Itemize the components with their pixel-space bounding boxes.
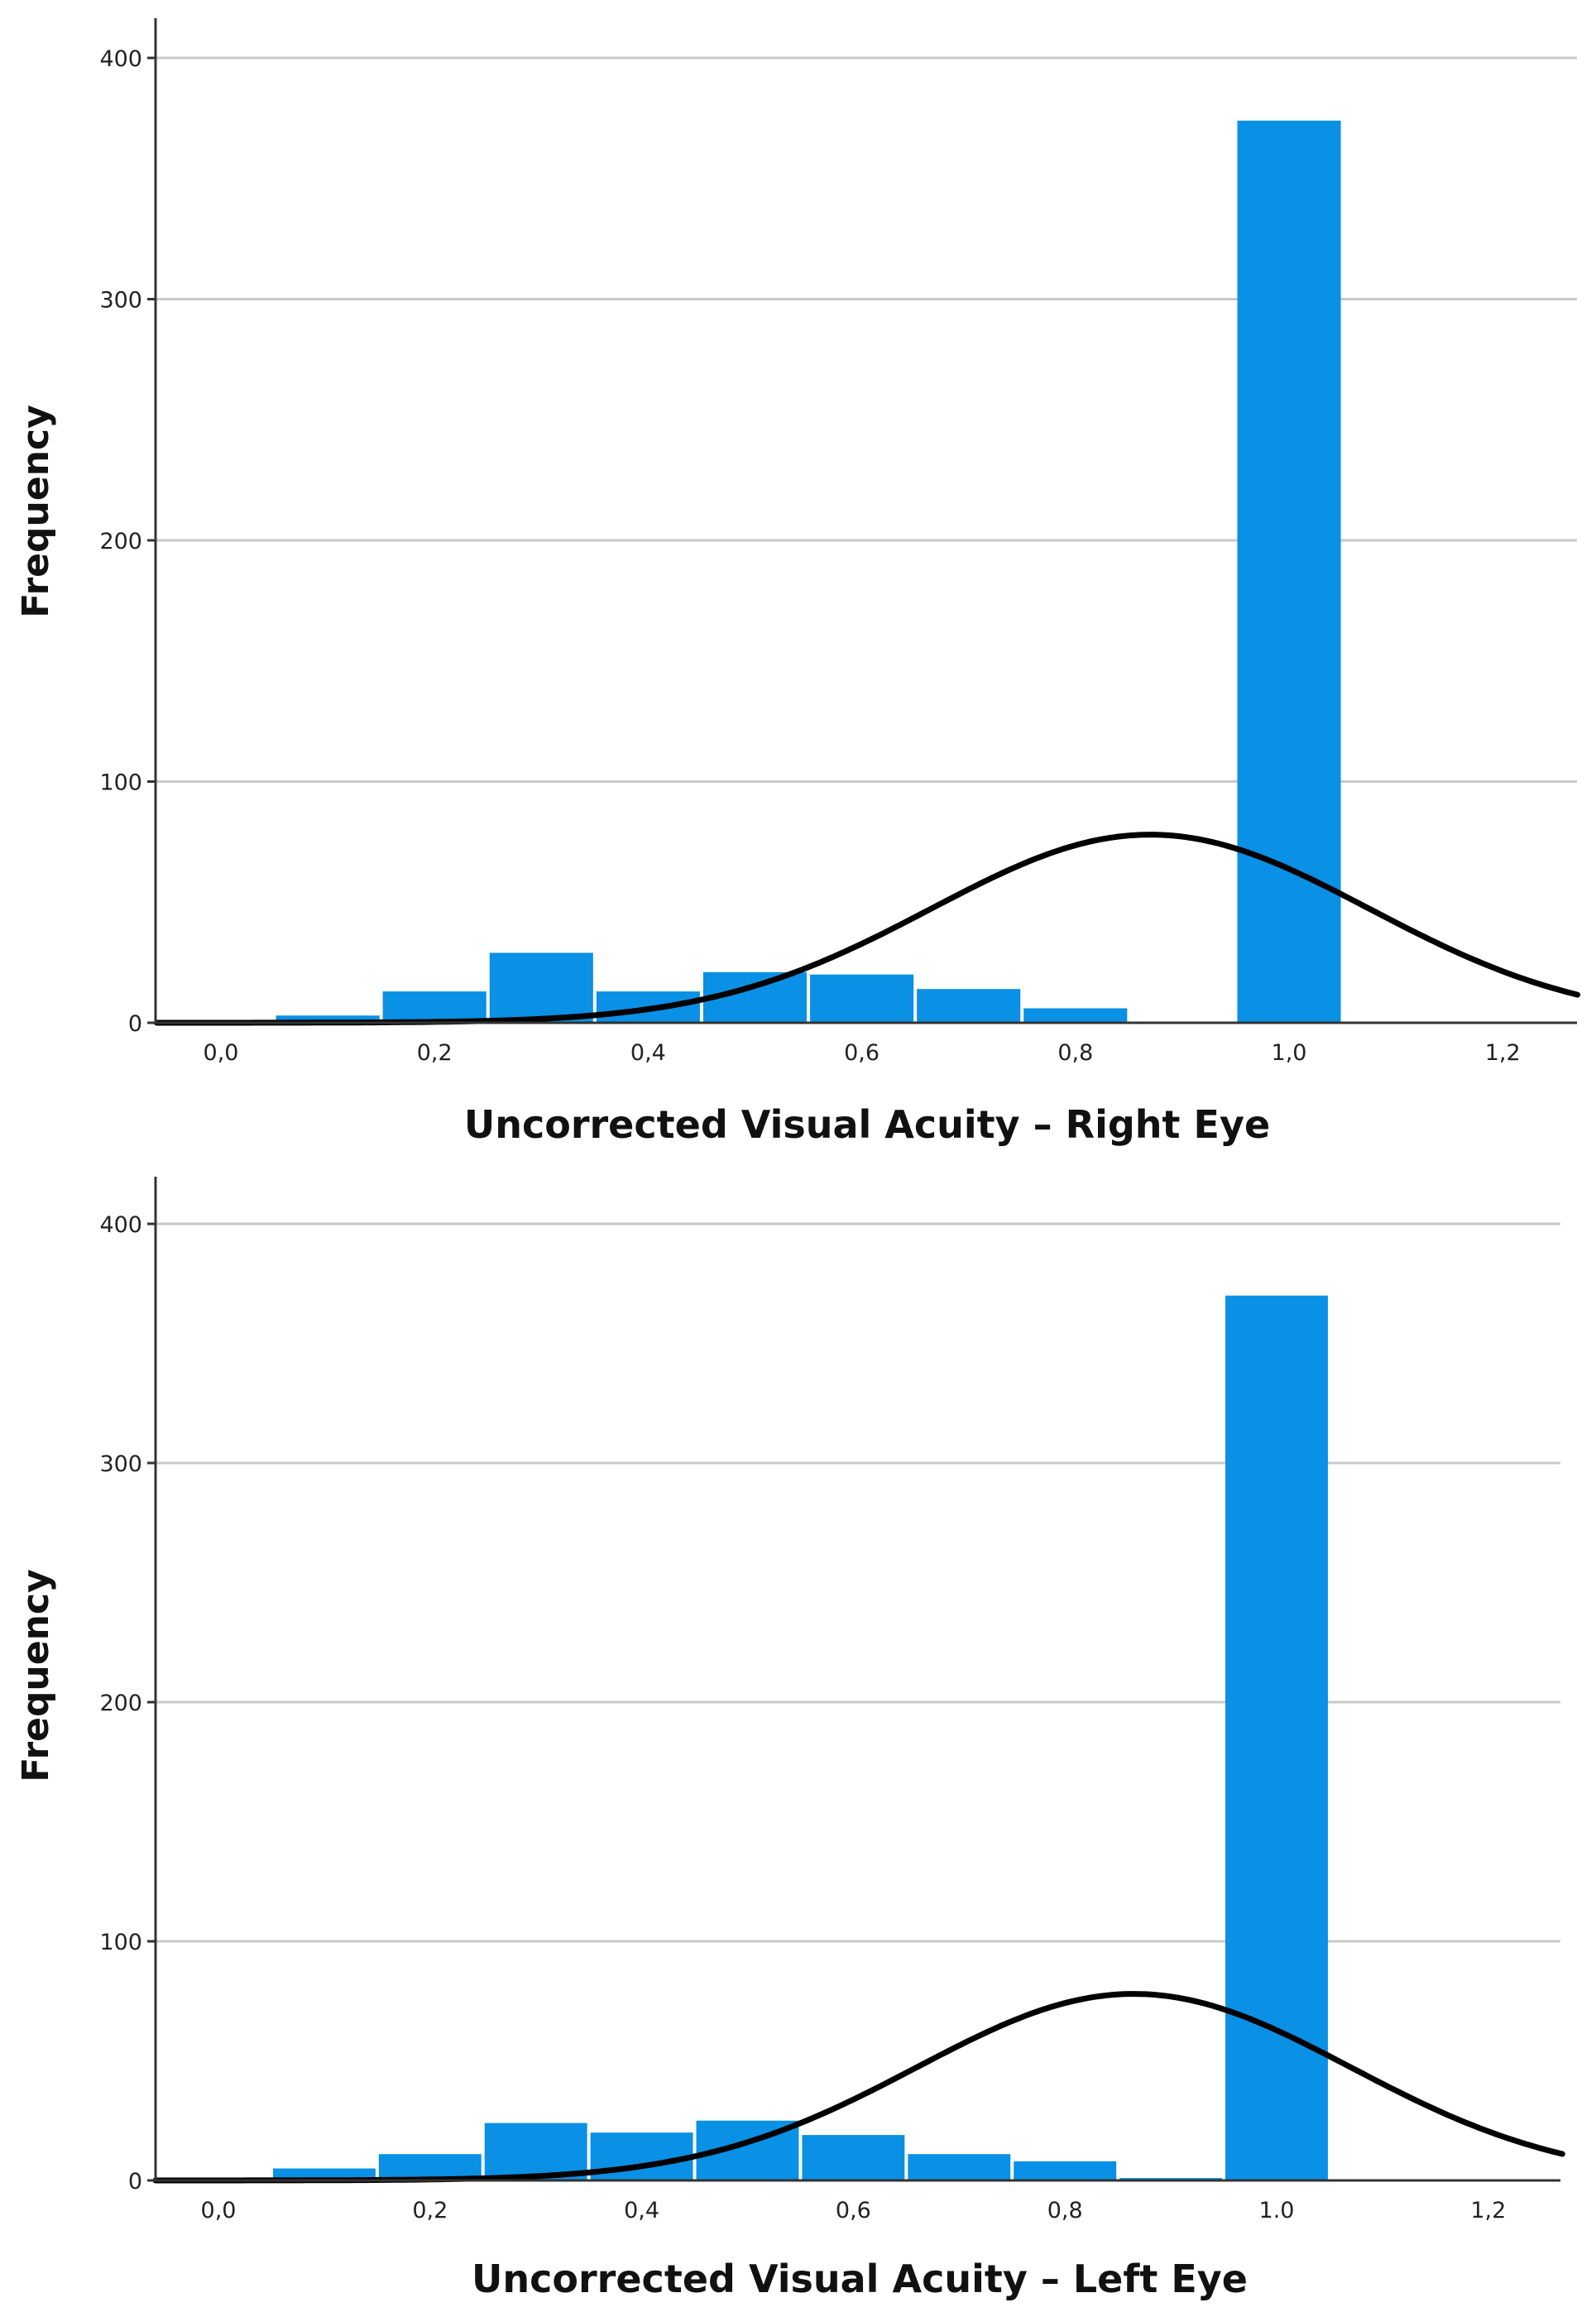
x-tick-label-0.6: 0,6 xyxy=(836,2198,871,2223)
y-tick-label-200: 200 xyxy=(99,529,142,554)
x-tick-label-1.2: 1,2 xyxy=(1485,1040,1521,1066)
x-tick-label-0.4: 0,4 xyxy=(624,2198,659,2223)
x-tick-label-1.2: 1,2 xyxy=(1470,2198,1506,2223)
bar-0.1 xyxy=(276,1015,380,1023)
bar-0.7 xyxy=(917,989,1021,1023)
grid-lines-left-eye xyxy=(156,1222,1560,1943)
histogram-right-eye: 0 100 200 300 400 0,0 0,2 0,4 0,6 0,8 1,0 1,2 Unco… xyxy=(15,18,1581,1147)
x-tick-label-0.8: 0,8 xyxy=(1047,2198,1083,2223)
y-tick-label-400: 400 xyxy=(99,1212,142,1238)
bar-0.8 xyxy=(1014,2161,1117,2180)
x-axis-title-left-eye: Uncorrected Visual Acuity – Left Eye xyxy=(472,2257,1248,2301)
histogram-left-eye: 0 100 200 300 400 0,0 0,2 0,4 0,6 0,8 1.0 1,2 Unco… xyxy=(15,1177,1565,2301)
y-tick-label-300: 300 xyxy=(99,1451,142,1477)
y-tick-label-400: 400 xyxy=(99,46,142,72)
x-tick-label-0.6: 0,6 xyxy=(844,1040,879,1066)
axes-right-eye xyxy=(147,18,1577,1024)
bar-0.6 xyxy=(810,974,914,1023)
bar-0.3 xyxy=(489,952,593,1023)
x-tick-label-0.4: 0,4 xyxy=(630,1040,666,1066)
y-tick-label-100: 100 xyxy=(99,770,142,796)
bars-right-eye xyxy=(276,120,1341,1023)
x-tick-labels-left-eye: 0,0 0,2 0,4 0,6 0,8 1.0 1,2 xyxy=(201,2198,1507,2223)
grid-lines-right-eye xyxy=(156,56,1577,783)
y-axis-title-left-eye: Frequency xyxy=(15,1569,57,1782)
x-tick-label-0.8: 0,8 xyxy=(1057,1040,1093,1066)
y-tick-label-100: 100 xyxy=(99,1930,142,1955)
x-tick-label-1.0: 1,0 xyxy=(1272,1040,1307,1066)
y-tick-label-0: 0 xyxy=(128,1011,142,1037)
bars-left-eye xyxy=(272,1295,1328,2180)
x-tick-label-0.2: 0,2 xyxy=(417,1040,453,1066)
bar-0.3 xyxy=(484,2123,587,2180)
bar-1.0 xyxy=(1237,120,1341,1023)
x-tick-label-0.0: 0,0 xyxy=(201,2198,237,2223)
bar-0.2 xyxy=(382,991,486,1023)
bar-0.7 xyxy=(908,2154,1011,2180)
y-tick-label-0: 0 xyxy=(128,2169,142,2194)
y-tick-labels-left-eye: 0 100 200 300 400 xyxy=(99,1212,142,2194)
bar-0.8 xyxy=(1023,1008,1128,1023)
x-tick-label-1.0: 1.0 xyxy=(1259,2198,1295,2223)
y-tick-label-300: 300 xyxy=(99,288,142,314)
bar-0.6 xyxy=(802,2135,905,2180)
y-tick-labels-right-eye: 0 100 200 300 400 xyxy=(99,46,142,1037)
x-tick-label-0.2: 0,2 xyxy=(412,2198,448,2223)
x-tick-labels-right-eye: 0,0 0,2 0,4 0,6 0,8 1,0 1,2 xyxy=(204,1040,1521,1066)
y-axis-title-right-eye: Frequency xyxy=(15,405,57,618)
x-axis-title-right-eye: Uncorrected Visual Acuity – Right Eye xyxy=(464,1102,1270,1147)
x-tick-label-0.0: 0,0 xyxy=(204,1040,239,1066)
axes-left-eye xyxy=(147,1177,1560,2182)
y-tick-label-200: 200 xyxy=(99,1691,142,1716)
